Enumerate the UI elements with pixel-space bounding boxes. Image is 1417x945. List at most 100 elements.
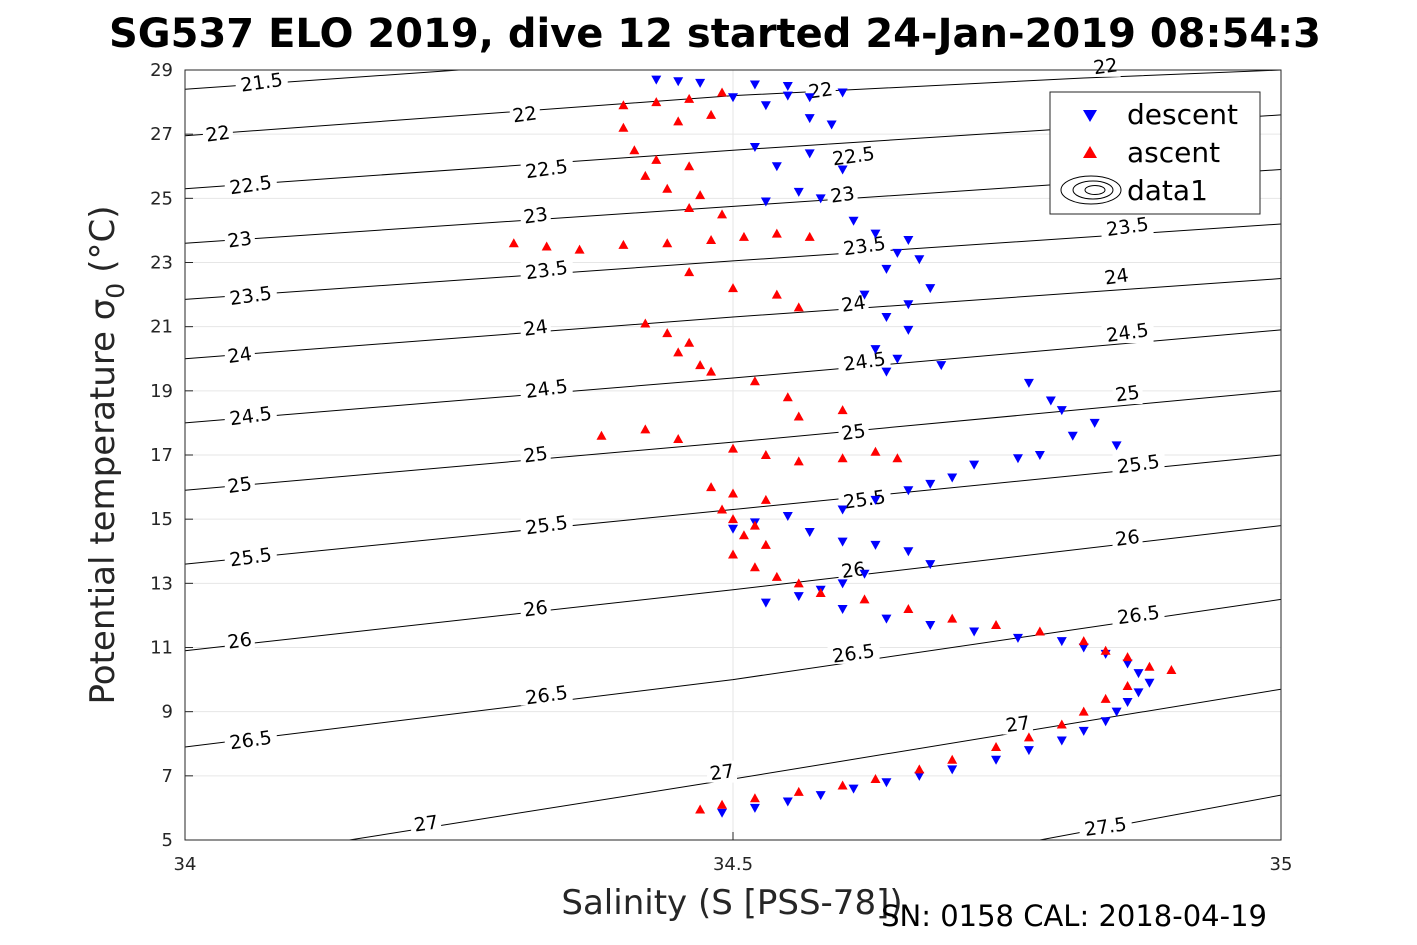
y-tick-label: 21 <box>150 317 173 338</box>
isopycnal-label-bg <box>838 420 869 443</box>
legend: descent ascent data1 <box>1049 91 1261 215</box>
descent-point <box>870 540 881 550</box>
descent-point <box>870 345 881 355</box>
descent-point <box>1100 717 1111 727</box>
descent-point <box>870 495 881 505</box>
descent-point <box>925 479 936 489</box>
isopycnal-label: 23 <box>522 203 549 228</box>
isopycnal-label-bg <box>1079 815 1132 838</box>
y-tick-label: 13 <box>150 573 173 594</box>
ascent-point <box>717 504 728 514</box>
isopycnal-label-bg <box>838 292 869 315</box>
descent-point <box>837 579 848 589</box>
descent-point <box>804 528 815 537</box>
ascent-point <box>760 494 771 504</box>
x-tick-label: 35 <box>1270 854 1293 875</box>
isopycnal-line <box>185 525 1281 652</box>
ascent-point <box>695 804 706 814</box>
ascent-point <box>760 539 771 549</box>
isopycnal-label-bg <box>520 513 573 536</box>
isopycnal-label-bg <box>827 144 880 167</box>
descent-point <box>892 248 903 258</box>
ascent-point <box>684 202 695 212</box>
isopycnal-line <box>185 329 1281 424</box>
isopycnal-label-bg <box>520 443 551 465</box>
descent-point <box>991 755 1002 765</box>
ascent-point <box>541 241 552 251</box>
ascent-point <box>717 799 728 809</box>
ascent-point <box>749 376 760 386</box>
descent-point <box>837 605 848 614</box>
y-tick-label: 15 <box>150 509 173 530</box>
ascent-point <box>695 360 706 370</box>
descent-point <box>837 505 848 515</box>
descent-point <box>1111 441 1122 451</box>
ascent-point <box>947 754 958 764</box>
ascent-point <box>991 741 1002 751</box>
descent-point <box>870 229 881 239</box>
ascent-point <box>837 453 848 463</box>
ascent-point <box>771 228 782 238</box>
descent-point <box>914 255 925 265</box>
descent-point <box>925 621 936 631</box>
ascent-point <box>1056 719 1067 729</box>
isopycnal-label: 27 <box>413 811 440 836</box>
ascent-point <box>804 231 815 241</box>
descent-point <box>837 537 848 547</box>
y-tick-label: 11 <box>150 638 173 659</box>
isopycnal-label: 24 <box>226 343 253 368</box>
descent-point <box>1012 633 1023 643</box>
ascent-point <box>738 231 749 241</box>
isopycnal-label: 27 <box>709 760 736 785</box>
ascent-point <box>892 453 903 463</box>
ascent-point <box>706 482 717 492</box>
ascent-point <box>1122 652 1133 662</box>
descent-point <box>1133 669 1144 679</box>
descent-point <box>695 78 706 88</box>
ascent-point <box>684 267 695 277</box>
descent-point <box>881 778 892 788</box>
isopycnal-label: 25 <box>1114 381 1141 406</box>
isopycnal-label-bg <box>520 377 573 400</box>
ascent-point <box>738 530 749 540</box>
descent-point <box>969 460 980 470</box>
isopycnal-label-bg <box>1112 452 1165 475</box>
isopycnal-label-bg <box>838 234 891 257</box>
y-tick-label: 9 <box>162 702 173 723</box>
descent-point <box>673 77 684 87</box>
isopycnal-label-bg <box>1101 321 1154 344</box>
footer-calibration: SN: 0158 CAL: 2018-04-19 <box>881 899 1267 933</box>
ascent-point <box>991 620 1002 630</box>
isopycnal-label: 22 <box>807 78 834 103</box>
isopycnal-line <box>185 223 1281 300</box>
descent-point <box>717 808 728 818</box>
descent-point <box>903 547 914 557</box>
isopycnal-label-bg <box>707 760 738 783</box>
ascent-point <box>793 302 804 312</box>
descent-point <box>728 93 738 103</box>
isopycnal-label: 23 <box>829 183 856 208</box>
ascent-point <box>728 514 738 524</box>
ascent-point <box>771 289 782 299</box>
ascent-point <box>837 780 848 790</box>
ascent-point <box>837 405 848 415</box>
isopycnal-label: 22 <box>204 122 231 147</box>
isopycnal-line <box>185 70 460 90</box>
ascent-point <box>728 443 738 453</box>
descent-point <box>859 569 870 579</box>
descent-point <box>771 162 782 172</box>
descent-point <box>782 797 793 807</box>
ascent-point <box>508 238 519 248</box>
descent-point <box>903 325 914 335</box>
descent-point <box>1012 454 1023 464</box>
ascent-point <box>1122 681 1133 690</box>
ascent-point <box>728 488 738 498</box>
descent-point <box>936 361 947 371</box>
isopycnal-label-bg <box>202 122 233 145</box>
ascent-point <box>684 93 695 103</box>
ascent-point <box>651 97 662 107</box>
descent-point <box>881 313 892 323</box>
ascent-point <box>749 520 760 530</box>
isopycnal-label: 25 <box>840 420 867 445</box>
ascent-point <box>793 578 804 588</box>
